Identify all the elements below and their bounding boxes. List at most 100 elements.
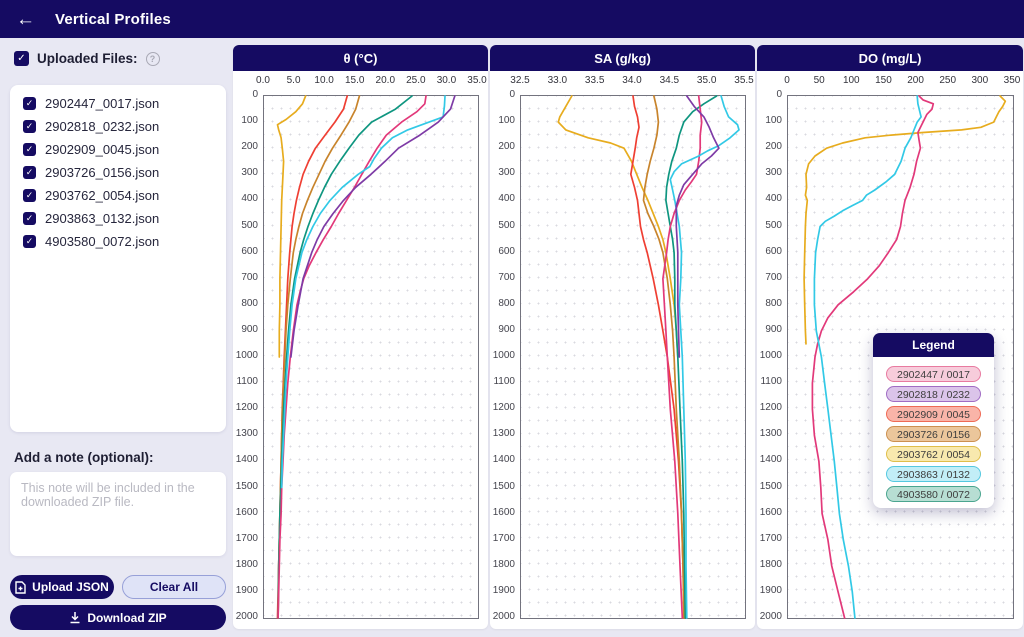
file-checkbox[interactable]: ✓ — [23, 189, 36, 202]
upload-json-label: Upload JSON — [32, 580, 109, 594]
y-axis-tick: 400 — [765, 193, 782, 205]
x-axis-tick: 350 — [1003, 75, 1021, 86]
y-axis-tick: 1900 — [235, 584, 258, 596]
legend-item[interactable]: 2902447 / 0017 — [886, 366, 981, 382]
chart-title-oxygen: DO (mg/L) — [757, 45, 1023, 71]
note-label: Add a note (optional): — [14, 450, 154, 465]
x-axis-tick: 25.0 — [406, 75, 426, 86]
chart-panel-theta: θ (°C) 0.0 5.0 10.0 15.0 20.0 25.0 30.0 35.0 0 10… — [233, 45, 488, 629]
x-axis-tick: 20.0 — [375, 75, 396, 86]
y-axis-tick: 900 — [241, 323, 258, 335]
y-axis-tick: 1500 — [235, 480, 258, 492]
note-input[interactable] — [10, 472, 226, 556]
file-checkbox[interactable]: ✓ — [23, 143, 36, 156]
x-axis-tick: 10.0 — [314, 75, 334, 86]
y-axis-tick: 700 — [241, 271, 258, 283]
x-axis-tick: 33.5 — [584, 75, 605, 86]
y-axis-tick: 800 — [765, 297, 782, 309]
upload-file-icon — [15, 580, 26, 594]
profile-line — [276, 95, 307, 358]
legend-item[interactable]: 4903580 / 0072 — [886, 486, 981, 502]
y-axis-tick: 1200 — [492, 402, 515, 414]
app-header: ← Vertical Profiles — [0, 0, 1024, 38]
x-axis-tick: 33.0 — [547, 75, 568, 86]
plot-area: 32.5 33.0 33.5 34.0 34.5 35.0 35.5 0 100 200 300 40… — [490, 71, 755, 625]
x-axis-tick: 0.0 — [256, 75, 270, 86]
file-list: ✓ 2902447_0017.json ✓ 2902818_0232.json ✓ 290… — [10, 85, 226, 432]
file-checkbox[interactable]: ✓ — [23, 166, 36, 179]
x-axis-tick: 200 — [907, 75, 924, 86]
profile-line — [642, 95, 685, 619]
back-icon[interactable]: ← — [16, 8, 35, 30]
profile-line — [669, 95, 740, 619]
file-name: 4903580_0072.json — [45, 234, 160, 249]
x-axis-tick: 150 — [875, 75, 892, 86]
plot-area: 0.0 5.0 10.0 15.0 20.0 25.0 30.0 35.0 0 100 200 300… — [233, 71, 488, 625]
y-axis-tick: 2000 — [492, 611, 515, 622]
y-axis-tick: 1700 — [235, 532, 258, 544]
chart-panel-salinity: SA (g/kg) 32.5 33.0 33.5 34.0 34.5 35.0 35.5 0 1… — [490, 45, 755, 629]
y-axis-tick: 2000 — [235, 611, 258, 622]
y-axis-tick: 0 — [509, 89, 515, 100]
file-checkbox[interactable]: ✓ — [23, 97, 36, 110]
x-axis-tick: 5.0 — [286, 75, 301, 86]
file-name: 2903726_0156.json — [45, 165, 160, 180]
legend-item[interactable]: 2903762 / 0054 — [886, 446, 981, 462]
uploaded-files-checkbox[interactable]: ✓ — [14, 51, 29, 66]
y-axis-tick: 1200 — [235, 402, 258, 414]
legend-item[interactable]: 2903863 / 0132 — [886, 466, 981, 482]
legend: Legend 2902447 / 0017 2902818 / 0232 29029… — [873, 333, 994, 508]
download-zip-button[interactable]: Download ZIP — [10, 605, 226, 630]
file-name: 2902447_0017.json — [45, 96, 160, 111]
clear-all-button[interactable]: Clear All — [122, 575, 226, 599]
x-axis-tick: 100 — [842, 75, 860, 86]
legend-body: 2902447 / 0017 2902818 / 0232 2902909 / 00… — [873, 357, 994, 502]
y-axis-tick: 0 — [776, 89, 782, 100]
legend-item[interactable]: 2902909 / 0045 — [886, 406, 981, 422]
y-axis-tick: 900 — [765, 323, 782, 335]
y-axis-tick: 100 — [498, 115, 515, 127]
file-checkbox[interactable]: ✓ — [23, 212, 36, 225]
x-axis-tick: 250 — [939, 75, 957, 86]
x-axis-tick: 15.0 — [344, 75, 365, 86]
y-axis-tick: 800 — [498, 297, 515, 309]
y-axis-tick: 1700 — [759, 532, 782, 544]
y-axis-tick: 600 — [498, 245, 515, 257]
y-axis-tick: 100 — [765, 115, 782, 127]
y-axis-tick: 1100 — [236, 376, 258, 388]
y-axis-tick: 700 — [498, 271, 515, 283]
file-name: 2902909_0045.json — [45, 142, 160, 157]
legend-item[interactable]: 2902818 / 0232 — [886, 386, 981, 402]
sidebar: ✓ Uploaded Files: ? ✓ 2902447_0017.json ✓ 2… — [0, 38, 233, 637]
y-axis-tick: 0 — [252, 89, 258, 100]
y-axis-tick: 1400 — [492, 454, 515, 466]
profile-line — [675, 95, 720, 358]
profile-line — [803, 95, 1007, 345]
y-axis-tick: 800 — [241, 297, 258, 309]
y-axis-tick: 1400 — [759, 454, 782, 466]
y-axis-tick: 400 — [498, 193, 515, 205]
plot-box — [520, 95, 746, 619]
upload-json-button[interactable]: Upload JSON — [10, 575, 115, 599]
charts-area: θ (°C) 0.0 5.0 10.0 15.0 20.0 25.0 30.0 35.0 0 10… — [233, 38, 1024, 637]
y-axis-tick: 1000 — [759, 350, 782, 361]
legend-item[interactable]: 2903726 / 0156 — [886, 426, 981, 442]
x-axis-tick: 50 — [813, 75, 825, 86]
help-icon[interactable]: ? — [145, 51, 160, 66]
file-checkbox[interactable]: ✓ — [23, 120, 36, 133]
page-title: Vertical Profiles — [55, 10, 171, 28]
y-axis-tick: 900 — [498, 323, 515, 335]
file-item: ✓ 2902909_0045.json — [10, 138, 226, 161]
file-item: ✓ 2902818_0232.json — [10, 115, 226, 138]
profile-line — [277, 95, 361, 619]
x-axis-tick: 35.0 — [696, 75, 717, 86]
y-axis-tick: 1700 — [492, 532, 515, 544]
file-checkbox[interactable]: ✓ — [23, 235, 36, 248]
x-axis-tick: 0 — [784, 75, 790, 86]
y-axis-tick: 500 — [765, 219, 782, 231]
file-item: ✓ 2903762_0054.json — [10, 184, 226, 207]
profile-line — [662, 95, 703, 619]
y-axis-tick: 1600 — [759, 506, 782, 518]
y-axis-tick: 1500 — [492, 480, 515, 492]
file-item: ✓ 2902447_0017.json — [10, 92, 226, 115]
